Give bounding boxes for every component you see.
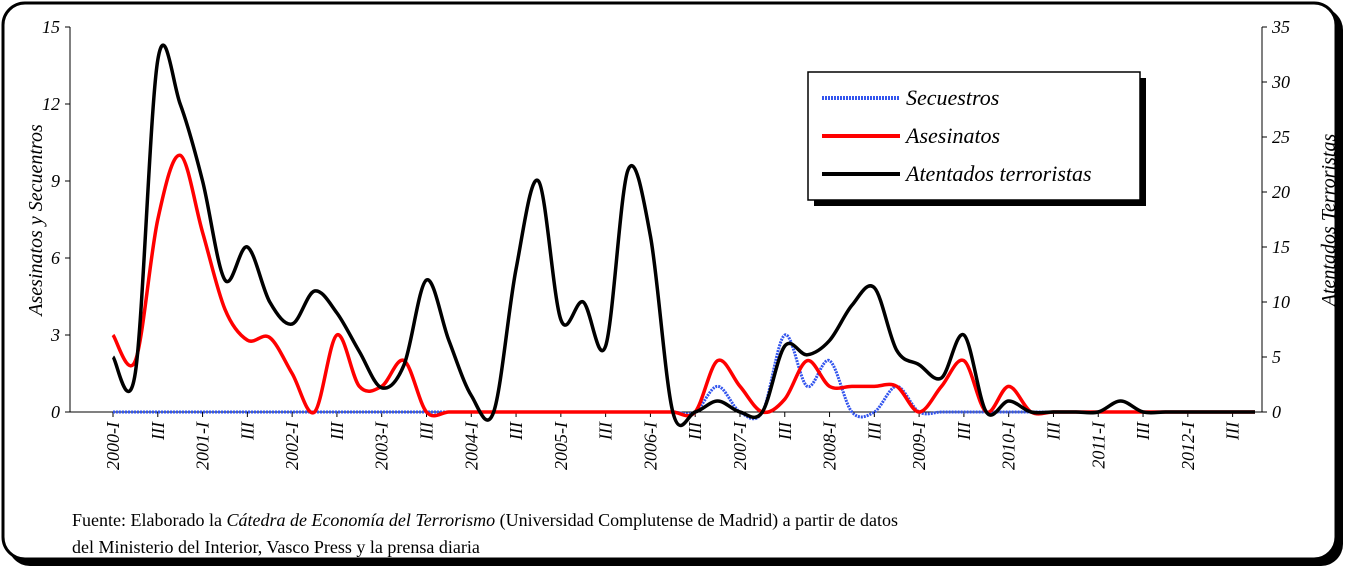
x-tick-label: 2005-I: [551, 421, 571, 470]
x-tick-label: III: [596, 421, 616, 441]
source-part: Cátedra de Economía del Terrorismo: [226, 510, 495, 530]
y2-tick-label: 15: [1272, 237, 1290, 257]
y-tick-label: 9: [51, 171, 60, 191]
y2-tick-label: 30: [1271, 72, 1290, 92]
x-tick-label: III: [685, 421, 705, 441]
x-tick-label: 2009-I: [909, 421, 929, 470]
x-tick-label: III: [775, 421, 795, 441]
x-tick-label: III: [148, 421, 168, 441]
x-tick-label: 2011-I: [1088, 421, 1108, 469]
x-tick-label: 2003-I: [372, 421, 392, 470]
y-tick-label: 15: [42, 17, 60, 37]
y2-tick-label: 35: [1271, 17, 1290, 37]
source: Fuente: Elaborado la Cátedra de Economía…: [72, 510, 898, 531]
legend-label: Secuestros: [906, 85, 999, 110]
x-tick-label: III: [237, 421, 257, 441]
legend-label: Asesinatos: [904, 123, 1000, 148]
x-tick-label: 2008-I: [820, 421, 840, 470]
x-tick-label: III: [864, 421, 884, 441]
y2-tick-label: 5: [1272, 347, 1281, 367]
x-tick-label: 2012-I: [1178, 421, 1198, 470]
y-axis-title: Asesinatos y Secuentros: [25, 124, 47, 318]
x-tick-label: III: [1043, 421, 1063, 441]
x-tick-label: III: [327, 421, 347, 441]
x-tick-label: 2001-I: [193, 421, 213, 470]
source: del Ministerio del Interior, Vasco Press…: [72, 537, 480, 557]
x-tick-label: III: [416, 421, 436, 441]
x-tick-label: III: [1133, 421, 1153, 441]
y2-tick-label: 25: [1272, 127, 1290, 147]
x-tick-label: 2000-I: [103, 421, 123, 470]
source-part: (Universidad Complutense de Madrid) a pa…: [495, 510, 898, 531]
x-tick-label: 2010-I: [999, 421, 1019, 470]
x-tick-label: 2007-I: [730, 421, 750, 470]
x-tick-label: III: [1223, 421, 1243, 441]
x-tick-label: 2006-I: [640, 421, 660, 470]
x-tick-label: 2004-I: [461, 421, 481, 470]
y2-tick-label: 0: [1272, 402, 1281, 422]
x-tick-label: III: [506, 421, 526, 441]
y-tick-label: 0: [51, 402, 60, 422]
x-tick-label: III: [954, 421, 974, 441]
source-part: Fuente: Elaborado la: [72, 510, 226, 530]
x-tick-label: 2002-I: [282, 421, 302, 470]
y2-tick-label: 10: [1272, 292, 1290, 312]
y-tick-label: 3: [50, 325, 60, 345]
legend-label: Atentados terroristas: [904, 161, 1092, 186]
y2-tick-label: 20: [1272, 182, 1290, 202]
y2-axis-title: Atentados Terroristas: [1318, 134, 1340, 309]
y-tick-label: 6: [51, 248, 60, 268]
y-tick-label: 12: [42, 94, 60, 114]
series-line: [111, 43, 1255, 428]
